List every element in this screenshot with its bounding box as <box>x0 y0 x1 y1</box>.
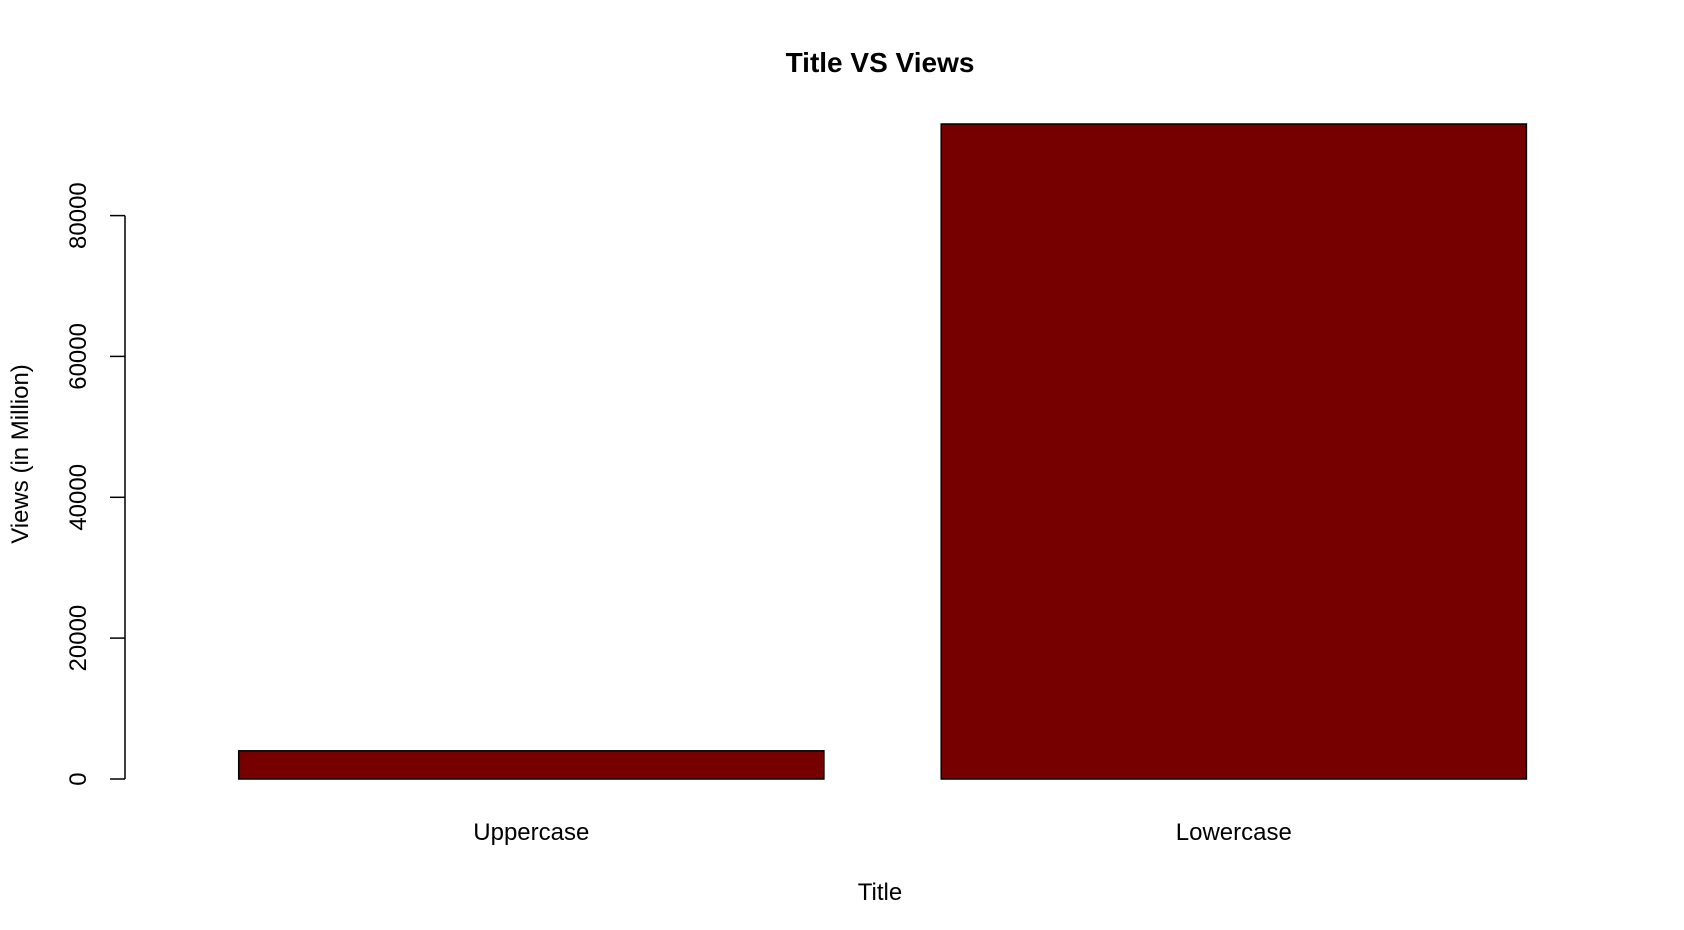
y-tick-label: 60000 <box>65 323 92 390</box>
x-axis-tick-labels: Uppercase Lowercase <box>473 819 1292 846</box>
y-tick-label: 40000 <box>65 464 92 531</box>
x-axis-label: Title <box>858 879 902 906</box>
y-tick-label: 20000 <box>65 605 92 672</box>
bar-lowercase <box>940 123 1528 780</box>
y-axis-label: Views (in Million) <box>7 364 34 544</box>
chart-title: Title VS Views <box>786 47 975 78</box>
bar-uppercase <box>237 750 825 780</box>
y-axis: 0 20000 40000 60000 80000 <box>65 182 126 786</box>
x-tick-label-uppercase: Uppercase <box>473 819 589 846</box>
y-tick-label: 80000 <box>65 182 92 249</box>
x-tick-label-lowercase: Lowercase <box>1176 819 1292 846</box>
y-tick-label: 0 <box>65 772 92 785</box>
bars-layer <box>237 123 1528 780</box>
